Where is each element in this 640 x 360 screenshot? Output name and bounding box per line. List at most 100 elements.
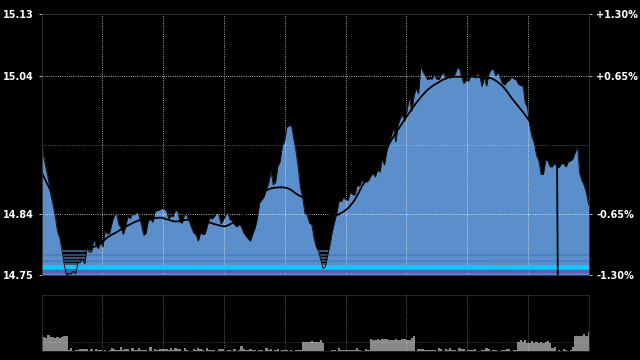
Bar	[583, 334, 586, 351]
Bar	[424, 350, 426, 351]
Bar	[481, 350, 483, 351]
Bar	[229, 350, 231, 351]
Bar	[54, 338, 56, 351]
Bar	[259, 350, 260, 351]
Bar	[385, 338, 388, 351]
Bar	[184, 348, 186, 351]
Bar	[84, 349, 86, 351]
Bar	[186, 350, 188, 351]
Bar	[458, 348, 461, 351]
Bar	[399, 340, 401, 351]
Bar	[340, 350, 342, 351]
Bar	[474, 348, 476, 351]
Bar	[392, 340, 395, 351]
Bar	[143, 350, 145, 351]
Bar	[297, 350, 300, 351]
Bar	[461, 350, 463, 351]
Bar	[290, 350, 292, 351]
Bar	[284, 350, 285, 351]
Bar	[463, 350, 465, 351]
Bar	[145, 350, 147, 351]
Bar	[445, 349, 447, 351]
Bar	[342, 350, 345, 351]
Bar	[285, 350, 288, 351]
Bar	[367, 350, 370, 351]
Bar	[175, 348, 177, 351]
Bar	[406, 340, 408, 351]
Bar	[395, 339, 397, 351]
Bar	[138, 348, 140, 351]
Text: sina.com: sina.com	[491, 258, 531, 267]
Bar	[250, 350, 252, 351]
Bar	[118, 350, 120, 351]
Bar	[275, 350, 276, 351]
Bar	[227, 350, 229, 351]
Bar	[104, 350, 106, 351]
Bar	[86, 349, 88, 351]
Bar	[247, 350, 250, 351]
Bar	[218, 349, 220, 351]
Bar	[570, 350, 572, 351]
Bar	[542, 343, 545, 351]
Bar	[90, 348, 93, 351]
Bar	[347, 350, 349, 351]
Bar	[374, 340, 376, 351]
Bar	[486, 348, 488, 351]
Bar	[197, 348, 200, 351]
Bar	[97, 350, 99, 351]
Bar	[581, 336, 583, 351]
Bar	[168, 350, 170, 351]
Bar	[193, 349, 195, 351]
Bar	[349, 350, 351, 351]
Bar	[381, 339, 383, 351]
Bar	[588, 332, 590, 351]
Bar	[397, 341, 399, 351]
Bar	[558, 350, 561, 351]
Bar	[308, 342, 310, 351]
Bar	[333, 350, 335, 351]
Bar	[420, 349, 422, 351]
Bar	[376, 339, 379, 351]
Bar	[315, 342, 317, 351]
Bar	[136, 350, 138, 351]
Bar	[358, 350, 360, 351]
Bar	[345, 350, 347, 351]
Bar	[177, 349, 179, 351]
Bar	[68, 350, 70, 351]
Bar	[99, 350, 102, 351]
Bar	[483, 350, 486, 351]
Bar	[531, 341, 533, 351]
Bar	[317, 342, 320, 351]
Bar	[370, 339, 372, 351]
Bar	[260, 350, 263, 351]
Bar	[472, 350, 474, 351]
Bar	[447, 350, 449, 351]
Bar	[422, 349, 424, 351]
Bar	[220, 349, 222, 351]
Bar	[79, 348, 81, 351]
Bar	[417, 348, 420, 351]
Bar	[563, 349, 565, 351]
Bar	[115, 350, 118, 351]
Bar	[81, 350, 84, 351]
Bar	[501, 350, 504, 351]
Bar	[95, 350, 97, 351]
Bar	[338, 348, 340, 351]
Bar	[304, 342, 306, 351]
Bar	[150, 347, 152, 351]
Bar	[131, 348, 134, 351]
Bar	[572, 347, 574, 351]
Bar	[488, 349, 490, 351]
Bar	[526, 343, 529, 351]
Bar	[467, 350, 470, 351]
Bar	[554, 347, 556, 351]
Bar	[401, 339, 404, 351]
Bar	[61, 337, 63, 351]
Bar	[533, 343, 536, 351]
Bar	[306, 342, 308, 351]
Bar	[449, 348, 451, 351]
Bar	[492, 350, 495, 351]
Bar	[506, 349, 508, 351]
Bar	[520, 340, 522, 351]
Bar	[331, 350, 333, 351]
